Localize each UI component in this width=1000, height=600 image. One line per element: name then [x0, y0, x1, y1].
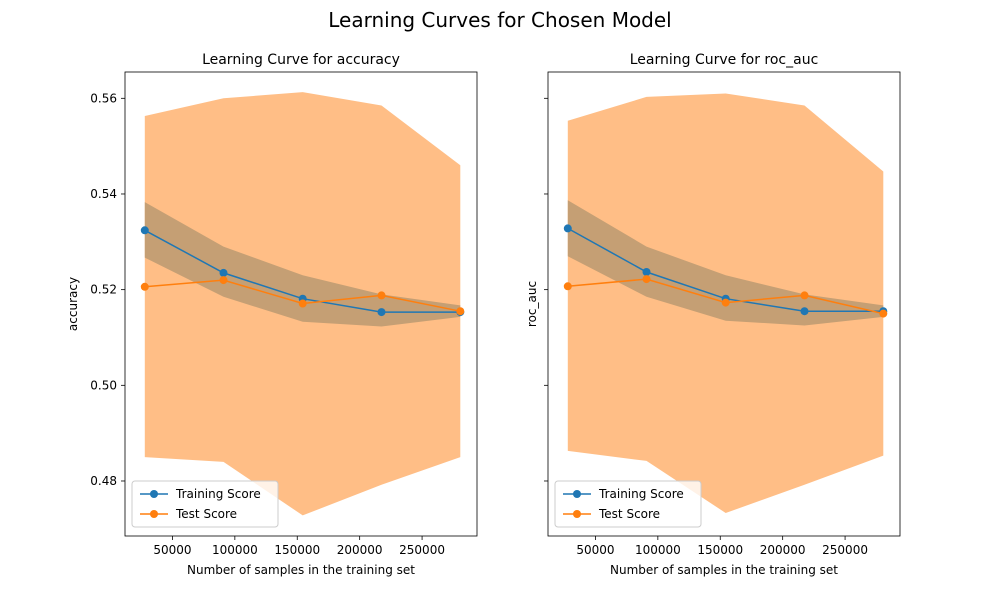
- chart-panel-1: 50000 100000 150000 200000 250000 0.48 0.50 0.5…: [66, 52, 478, 577]
- y-axis-label: accuracy: [66, 277, 80, 331]
- x-tick-label: 250000: [399, 543, 445, 557]
- test-score-point: [642, 275, 651, 284]
- legend: Training Score Test Score: [131, 480, 279, 528]
- legend: Training Score Test Score: [554, 480, 702, 528]
- legend-label: Test Score: [598, 507, 660, 521]
- test-score-point: [721, 298, 730, 307]
- training-score-band: [567, 200, 884, 326]
- figure-suptitle: Learning Curves for Chosen Model: [328, 8, 672, 32]
- x-tick-label: 150000: [697, 543, 743, 557]
- legend-marker: [573, 490, 581, 498]
- legend-label: Training Score: [598, 487, 684, 501]
- chart-title: Learning Curve for accuracy: [202, 52, 400, 68]
- chart-title: Learning Curve for roc_auc: [630, 52, 819, 68]
- legend-marker: [150, 510, 158, 518]
- x-axis-label: Number of samples in the training set: [610, 563, 838, 577]
- legend-marker: [150, 490, 158, 498]
- x-tick-label: 150000: [274, 543, 320, 557]
- test-score-point: [800, 291, 809, 300]
- training-score-point: [377, 308, 386, 317]
- x-tick-label: 200000: [337, 543, 383, 557]
- x-tick-label: 100000: [212, 543, 258, 557]
- x-tick-label: 250000: [822, 543, 868, 557]
- axes-frame: [547, 71, 901, 537]
- test-score-point: [298, 299, 307, 308]
- test-score-point: [219, 276, 228, 285]
- training-score-point: [800, 307, 809, 316]
- x-tick-label: 50000: [576, 543, 614, 557]
- x-tick-label: 200000: [760, 543, 806, 557]
- test-score-point: [879, 309, 888, 318]
- x-axis-label: Number of samples in the training set: [187, 563, 415, 577]
- legend-label: Test Score: [175, 507, 237, 521]
- test-score-point: [563, 282, 572, 291]
- x-tick-label: 50000: [153, 543, 191, 557]
- test-score-point: [140, 282, 149, 291]
- axes-frame: [124, 71, 478, 537]
- y-tick-label: 0.50: [90, 378, 117, 392]
- legend-marker: [573, 510, 581, 518]
- training-score-point: [563, 224, 572, 233]
- training-score-point: [140, 226, 149, 235]
- test-score-point: [377, 291, 386, 300]
- y-tick-label: 0.52: [90, 283, 117, 297]
- training-score-point: [219, 268, 228, 277]
- test-score-point: [456, 307, 465, 316]
- legend-label: Training Score: [175, 487, 261, 501]
- training-score-point: [642, 268, 651, 276]
- x-tick-label: 100000: [635, 543, 681, 557]
- y-tick-label: 0.48: [90, 474, 117, 488]
- y-tick-label: 0.56: [90, 91, 117, 105]
- chart-panel-2: 50000 100000 150000 200000 250000 Learning Cu…: [525, 52, 901, 577]
- legend-box: [131, 480, 279, 528]
- y-tick-label: 0.54: [90, 187, 117, 201]
- legend-box: [554, 480, 702, 528]
- y-axis-label: roc_auc: [525, 281, 539, 327]
